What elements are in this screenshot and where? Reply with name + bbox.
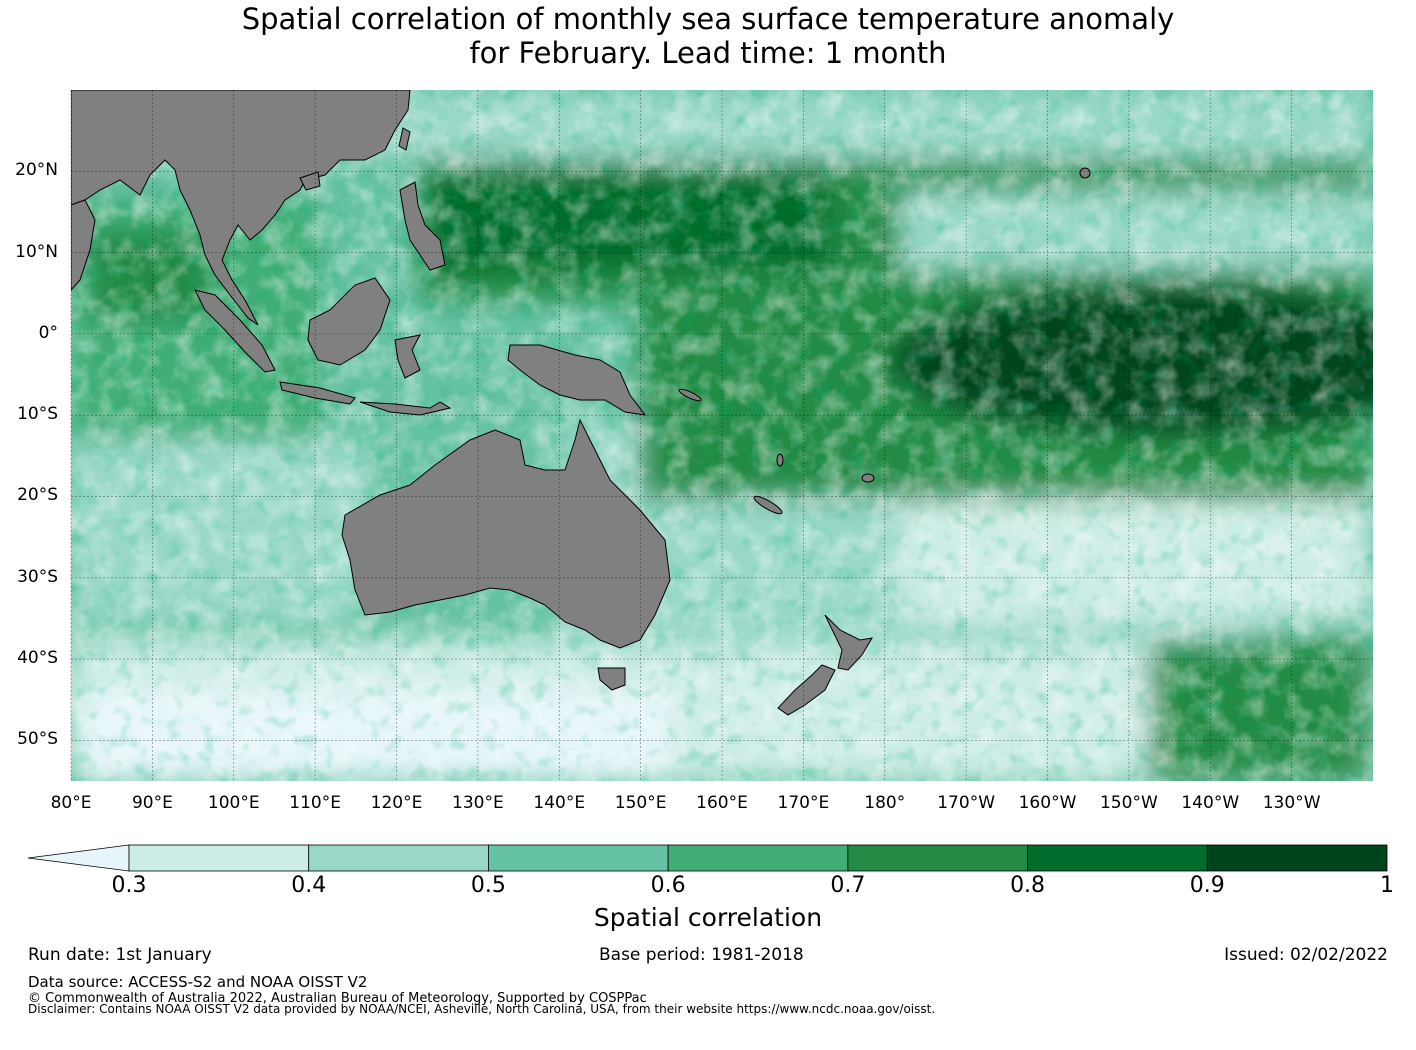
land-tasmania bbox=[597, 667, 626, 691]
copyright: © Commonwealth of Australia 2022, Austra… bbox=[28, 991, 647, 1006]
lon-tick-label: 150°W bbox=[1099, 793, 1158, 813]
lat-tick-label: 10°S bbox=[17, 404, 58, 425]
lon-tick-label: 150°E bbox=[614, 793, 667, 813]
land-borneo bbox=[307, 277, 391, 366]
colorbar-segment bbox=[128, 844, 310, 872]
colorbar-tick-label: 0.9 bbox=[1189, 873, 1225, 898]
lat-tick-label: 30°S bbox=[17, 566, 58, 587]
issued-date: Issued: 02/02/2022 bbox=[1224, 945, 1388, 965]
land-asia bbox=[71, 90, 411, 326]
colorbar-tick-label: 0.7 bbox=[830, 873, 866, 898]
lon-tick-label: 140°W bbox=[1181, 793, 1240, 813]
disclaimer: Disclaimer: Contains NOAA OISST V2 data … bbox=[28, 1002, 936, 1016]
lon-tick-label: 170°E bbox=[777, 793, 830, 813]
colorbar-tick-label: 1 bbox=[1380, 873, 1394, 898]
land-hainan bbox=[299, 171, 321, 191]
colorbar-segment bbox=[488, 844, 669, 872]
land-australia bbox=[341, 418, 671, 649]
land-sumatra bbox=[194, 289, 276, 373]
lat-tick-label: 10°N bbox=[15, 241, 58, 262]
lat-tick-label: 20°N bbox=[15, 160, 58, 181]
land-fiji bbox=[861, 473, 875, 483]
colorbar-label: Spatial correlation bbox=[593, 903, 823, 932]
lon-tick-label: 120°E bbox=[370, 793, 423, 813]
colorbar-tick-label: 0.5 bbox=[470, 873, 506, 898]
colorbar-tick-label: 0.4 bbox=[291, 873, 327, 898]
land-nz-south bbox=[777, 664, 836, 716]
lon-tick-label: 100°E bbox=[207, 793, 260, 813]
colorbar-segment bbox=[1206, 844, 1388, 872]
colorbar-under-arrow bbox=[27, 844, 130, 872]
lat-tick-label: 50°S bbox=[17, 729, 58, 750]
land-sulawesi bbox=[394, 334, 421, 379]
lat-tick-label: 40°S bbox=[17, 648, 58, 669]
lon-tick-label: 130°E bbox=[452, 793, 504, 813]
colorbar-segment bbox=[847, 844, 1028, 872]
chart-title-line1: Spatial correlation of monthly sea surfa… bbox=[241, 2, 1175, 36]
land-vanuatu bbox=[776, 453, 784, 467]
colorbar-segment bbox=[667, 844, 849, 872]
land-philippines bbox=[399, 181, 446, 271]
land-java bbox=[279, 381, 356, 405]
colorbar-segment bbox=[1027, 844, 1208, 872]
land-taiwan bbox=[398, 127, 411, 151]
land-india bbox=[71, 199, 96, 291]
chart-title-line2: for February. Lead time: 1 month bbox=[469, 36, 947, 70]
lon-tick-label: 110°E bbox=[289, 793, 341, 813]
lon-tick-label: 180° bbox=[864, 793, 906, 813]
lat-tick-label: 20°S bbox=[17, 485, 58, 506]
lon-tick-label: 80°E bbox=[50, 793, 92, 813]
land-new-caledonia bbox=[753, 495, 783, 515]
run-date: Run date: 1st January bbox=[28, 945, 212, 965]
colorbar-tick-label: 0.8 bbox=[1010, 873, 1046, 898]
lon-tick-label: 160°W bbox=[1018, 793, 1077, 813]
land-lesser-sunda bbox=[359, 401, 452, 416]
land-nz-north bbox=[824, 614, 873, 671]
lon-tick-label: 170°W bbox=[937, 793, 996, 813]
land-hawaii bbox=[1079, 167, 1091, 179]
land-solomon bbox=[678, 388, 702, 402]
data-source: Data source: ACCESS-S2 and NOAA OISST V2 bbox=[28, 973, 368, 991]
colorbar-segment bbox=[308, 844, 489, 872]
base-period: Base period: 1981-2018 bbox=[599, 945, 804, 965]
lon-tick-label: 130°W bbox=[1262, 793, 1321, 813]
lon-tick-label: 140°E bbox=[533, 793, 586, 813]
lon-tick-label: 90°E bbox=[131, 793, 173, 813]
lon-tick-label: 160°E bbox=[696, 793, 748, 813]
colorbar-tick-label: 0.3 bbox=[111, 873, 147, 898]
land-new-guinea bbox=[507, 344, 647, 416]
correlation-map bbox=[70, 90, 1373, 781]
colorbar-tick-label: 0.6 bbox=[650, 873, 686, 898]
lat-tick-label: 0° bbox=[38, 322, 58, 343]
